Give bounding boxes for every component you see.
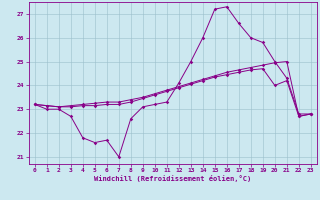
X-axis label: Windchill (Refroidissement éolien,°C): Windchill (Refroidissement éolien,°C) [94,175,252,182]
